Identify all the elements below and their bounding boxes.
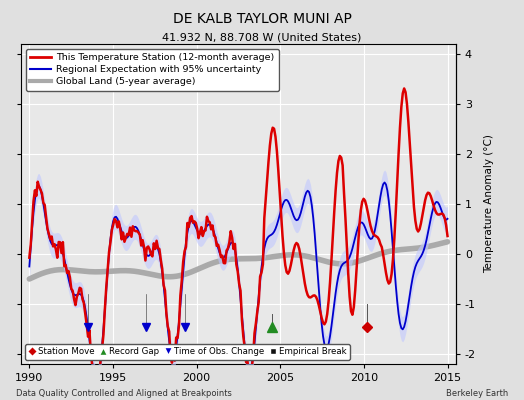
Text: Data Quality Controlled and Aligned at Breakpoints: Data Quality Controlled and Aligned at B… [16, 389, 232, 398]
Text: 41.932 N, 88.708 W (United States): 41.932 N, 88.708 W (United States) [162, 32, 362, 42]
Y-axis label: Temperature Anomaly (°C): Temperature Anomaly (°C) [484, 134, 494, 274]
Text: DE KALB TAYLOR MUNI AP: DE KALB TAYLOR MUNI AP [172, 12, 352, 26]
Legend: Station Move, Record Gap, Time of Obs. Change, Empirical Break: Station Move, Record Gap, Time of Obs. C… [25, 344, 350, 360]
Text: Berkeley Earth: Berkeley Earth [446, 389, 508, 398]
